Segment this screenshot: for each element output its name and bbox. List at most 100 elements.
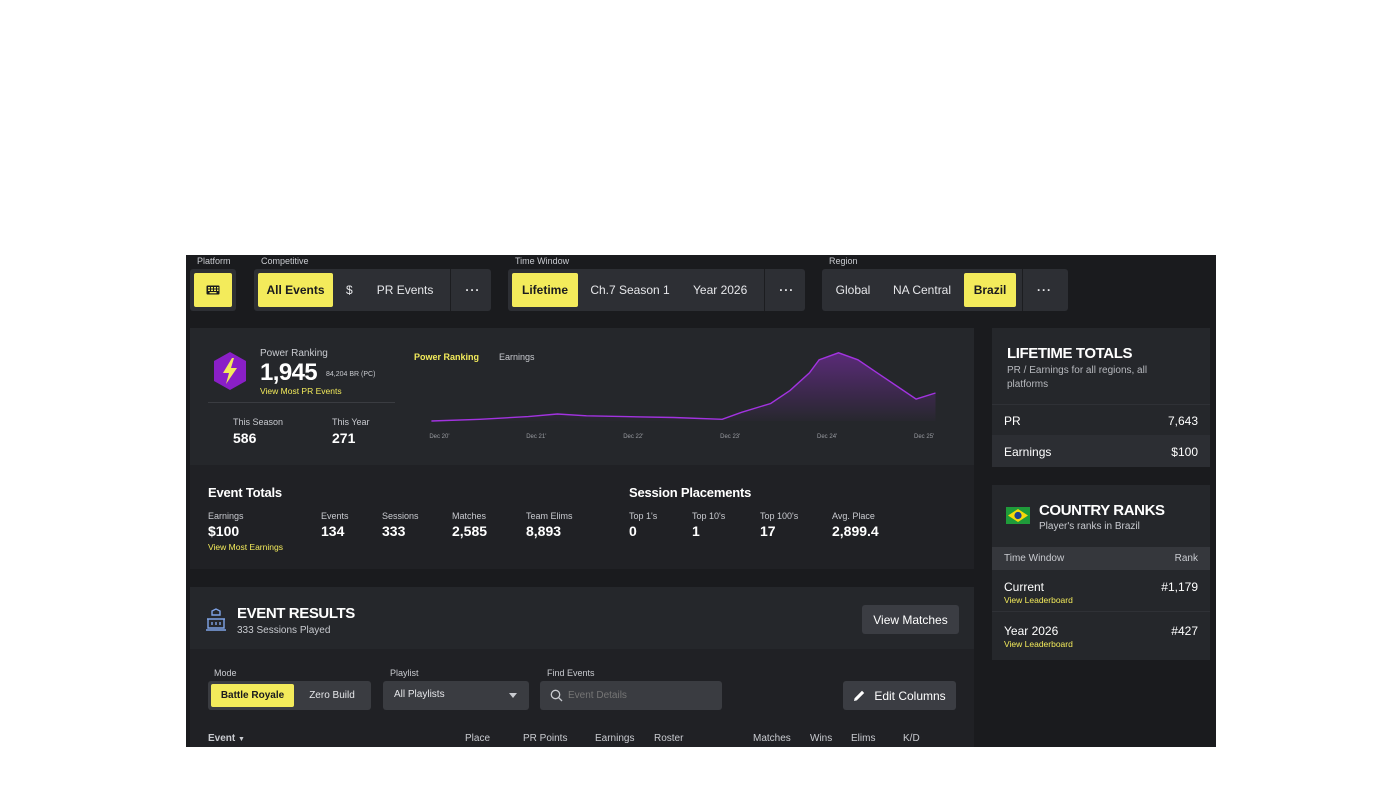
chart-tab-power-ranking[interactable]: Power Ranking bbox=[414, 352, 480, 362]
top10-value: 1 bbox=[692, 523, 700, 539]
keyboard-platform-button[interactable] bbox=[194, 273, 232, 307]
playlist-label: Playlist bbox=[390, 668, 419, 678]
platform-label: Platform bbox=[197, 256, 231, 266]
time-window-more-button[interactable]: ··· bbox=[764, 269, 808, 311]
pencil-icon bbox=[854, 690, 865, 701]
view-matches-button[interactable]: View Matches bbox=[862, 605, 959, 634]
lifetime-earnings-row bbox=[992, 435, 1210, 467]
this-year-label: This Year bbox=[332, 417, 370, 427]
x-tick-label: Dec 25' bbox=[914, 434, 934, 440]
chart-area bbox=[431, 352, 936, 421]
pr-events-button[interactable]: PR Events bbox=[376, 283, 434, 297]
col-elims[interactable]: Elims bbox=[851, 733, 876, 744]
view-most-pr-events-link[interactable]: View Most PR Events bbox=[260, 386, 342, 396]
earnings-label: Earnings bbox=[208, 511, 244, 521]
col-roster[interactable]: Roster bbox=[654, 733, 684, 744]
avg-place-value: 2,899.4 bbox=[832, 523, 879, 539]
power-ranking-chart: Dec 20' Dec 21' Dec 22' Dec 23' Dec 24' Dec 2… bbox=[429, 352, 936, 440]
rank-row-value: #1,179 bbox=[1161, 580, 1198, 594]
power-ranking-label: Power Ranking bbox=[260, 348, 328, 359]
rank-row-value: #427 bbox=[1171, 624, 1198, 638]
team-elims-value: 8,893 bbox=[526, 523, 562, 539]
na-central-button[interactable]: NA Central bbox=[893, 283, 952, 297]
lifetime-pr-value: 7,643 bbox=[1167, 414, 1198, 428]
event-totals-title: Event Totals bbox=[208, 485, 282, 500]
all-events-button[interactable]: All Events bbox=[258, 273, 333, 307]
rank-row-label: Year 2026 bbox=[1004, 624, 1059, 638]
col-place[interactable]: Place bbox=[465, 733, 491, 744]
find-events-field[interactable] bbox=[540, 681, 722, 710]
competitive-label: Competitive bbox=[261, 256, 309, 266]
event-results-header bbox=[190, 587, 974, 649]
playlist-select[interactable]: All Playlists bbox=[383, 681, 529, 710]
chevron-down-icon bbox=[509, 693, 517, 698]
region-more-button[interactable]: ··· bbox=[1022, 269, 1066, 311]
event-totals-panel bbox=[190, 465, 974, 569]
region-label: Region bbox=[829, 256, 858, 266]
global-button[interactable]: Global bbox=[835, 283, 871, 297]
col-kd[interactable]: K/D bbox=[903, 733, 920, 744]
brazil-button[interactable]: Brazil bbox=[964, 273, 1017, 307]
x-tick-label: Dec 20' bbox=[429, 434, 449, 440]
chart-tab-earnings[interactable]: Earnings bbox=[499, 352, 535, 362]
divider bbox=[992, 611, 1210, 612]
top1-value: 0 bbox=[629, 523, 637, 539]
playlist-value: All Playlists bbox=[394, 689, 445, 700]
sort-down-icon: ▼ bbox=[238, 736, 245, 743]
view-most-earnings-link[interactable]: View Most Earnings bbox=[208, 542, 283, 552]
x-tick-label: Dec 22' bbox=[623, 434, 643, 440]
col-time-window: Time Window bbox=[1004, 553, 1065, 564]
time-window-label: Time Window bbox=[515, 256, 570, 266]
session-placements-title: Session Placements bbox=[629, 485, 752, 500]
lifetime-pr-label: PR bbox=[1004, 414, 1021, 428]
x-tick-label: Dec 21' bbox=[526, 434, 546, 440]
avg-place-label: Avg. Place bbox=[832, 511, 875, 521]
team-elims-label: Team Elims bbox=[526, 511, 573, 521]
battle-royale-button[interactable]: Battle Royale bbox=[211, 684, 294, 707]
competitive-more-button[interactable]: ··· bbox=[450, 269, 494, 311]
lifetime-earnings-value: $100 bbox=[1171, 445, 1198, 459]
col-pr-points[interactable]: PR Points bbox=[523, 733, 568, 744]
sessions-label: Sessions bbox=[382, 511, 419, 521]
lifetime-earnings-label: Earnings bbox=[1004, 445, 1052, 459]
this-year-value: 271 bbox=[332, 430, 356, 446]
events-label: Events bbox=[321, 511, 349, 521]
col-event[interactable]: Event ▼ bbox=[208, 733, 245, 744]
sessions-value: 333 bbox=[382, 523, 406, 539]
mode-label: Mode bbox=[214, 668, 237, 678]
col-rank: Rank bbox=[1174, 553, 1198, 564]
col-matches[interactable]: Matches bbox=[753, 733, 791, 744]
year-2026-button[interactable]: Year 2026 bbox=[693, 283, 748, 297]
view-leaderboard-link[interactable]: View Leaderboard bbox=[1004, 639, 1073, 649]
power-ranking-value: 1,945 bbox=[260, 359, 318, 386]
country-ranks-title: COUNTRY RANKS bbox=[1039, 502, 1165, 519]
x-tick-label: Dec 23' bbox=[720, 434, 740, 440]
x-tick-label: Dec 24' bbox=[817, 434, 837, 440]
this-season-value: 586 bbox=[233, 430, 257, 446]
edit-columns-button[interactable]: Edit Columns bbox=[843, 681, 956, 710]
ch7-season1-button[interactable]: Ch.7 Season 1 bbox=[590, 283, 670, 297]
edit-columns-label: Edit Columns bbox=[874, 688, 946, 703]
col-earnings[interactable]: Earnings bbox=[595, 733, 635, 744]
app-window: Platform Competitive All Events $ PR Eve… bbox=[186, 255, 1216, 747]
country-ranks-header bbox=[992, 547, 1210, 570]
brazil-flag-icon bbox=[1006, 507, 1030, 524]
top100-value: 17 bbox=[760, 523, 776, 539]
money-events-button[interactable]: $ bbox=[346, 283, 353, 297]
this-season-label: This Season bbox=[233, 417, 284, 427]
sessions-played: 333 Sessions Played bbox=[237, 625, 331, 636]
keyboard-icon bbox=[206, 285, 220, 295]
col-wins[interactable]: Wins bbox=[810, 733, 833, 744]
events-value: 134 bbox=[321, 523, 345, 539]
rank-row-label: Current bbox=[1004, 580, 1045, 594]
lifetime-totals-sub: PR / Earnings for all regions, all platf… bbox=[1007, 365, 1148, 390]
power-ranking-sub: 84,204 BR (PC) bbox=[326, 371, 376, 378]
divider bbox=[992, 404, 1210, 405]
find-events-input[interactable] bbox=[568, 686, 713, 705]
view-leaderboard-link[interactable]: View Leaderboard bbox=[1004, 595, 1073, 605]
top10-label: Top 10's bbox=[692, 511, 726, 521]
top1-label: Top 1's bbox=[629, 511, 658, 521]
event-results-icon bbox=[206, 608, 226, 631]
lifetime-button[interactable]: Lifetime bbox=[512, 273, 578, 307]
zero-build-button[interactable]: Zero Build bbox=[309, 690, 355, 701]
